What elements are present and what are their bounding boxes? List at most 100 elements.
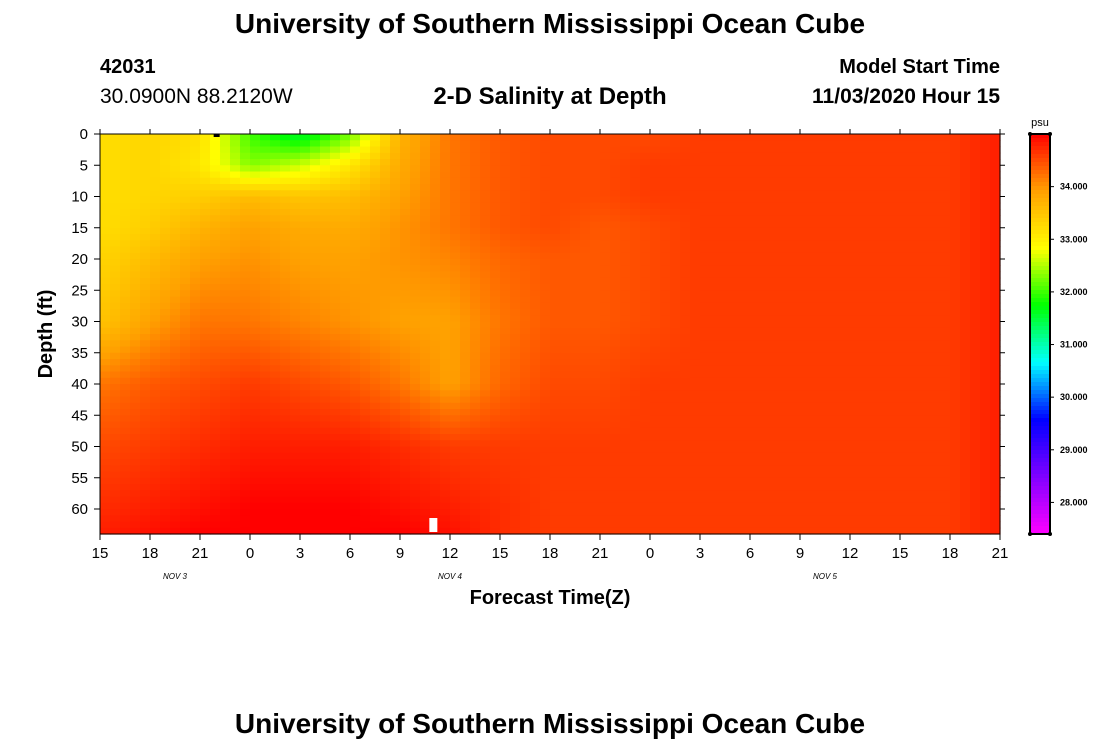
heatmap-cell — [770, 371, 781, 379]
heatmap-cell — [940, 459, 951, 466]
heatmap-cell — [790, 284, 801, 291]
heatmap-cell — [470, 421, 481, 429]
heatmap-cell — [560, 465, 571, 473]
heatmap-cell — [210, 371, 221, 379]
heatmap-cell — [910, 159, 921, 166]
heatmap-cell — [230, 165, 241, 173]
heatmap-cell — [810, 296, 821, 304]
heatmap-cell — [310, 296, 321, 304]
heatmap-cell — [610, 334, 621, 341]
heatmap-cell — [810, 377, 821, 385]
heatmap-cell — [260, 265, 271, 273]
heatmap-cell — [850, 396, 861, 404]
heatmap-cell — [130, 190, 141, 198]
heatmap-cell — [340, 302, 351, 310]
heatmap-cell — [430, 259, 441, 266]
heatmap-cell — [980, 190, 991, 198]
heatmap-cell — [700, 452, 711, 460]
heatmap-cell — [860, 134, 871, 141]
heatmap-cell — [200, 177, 211, 185]
heatmap-cell — [930, 471, 941, 479]
heatmap-cell — [600, 377, 611, 385]
heatmap-cell — [250, 315, 261, 323]
heatmap-cell — [280, 171, 291, 179]
heatmap-cell — [440, 427, 451, 435]
heatmap-cell — [110, 396, 121, 404]
heatmap-cell — [850, 159, 861, 166]
heatmap-cell — [170, 321, 181, 329]
heatmap-cell — [920, 327, 931, 335]
heatmap-cell — [110, 359, 121, 366]
heatmap-cell — [780, 446, 791, 454]
heatmap-cell — [100, 446, 111, 454]
heatmap-cell — [330, 440, 341, 448]
heatmap-cell — [980, 309, 991, 316]
heatmap-cell — [430, 146, 441, 154]
heatmap-cell — [690, 471, 701, 479]
heatmap-cell — [160, 477, 171, 485]
heatmap-cell — [780, 227, 791, 235]
heatmap-cell — [880, 440, 891, 448]
heatmap-cell — [840, 396, 851, 404]
heatmap-cell — [480, 290, 491, 298]
heatmap-cell — [710, 146, 721, 154]
heatmap-cell — [990, 359, 1001, 366]
heatmap-cell — [930, 202, 941, 210]
heatmap-cell — [890, 421, 901, 429]
heatmap-cell — [810, 421, 821, 429]
heatmap-cell — [510, 215, 521, 223]
heatmap-cell — [180, 184, 191, 191]
heatmap-cell — [380, 340, 391, 348]
heatmap-cell — [410, 465, 421, 473]
heatmap-cell — [320, 190, 331, 198]
heatmap-cell — [200, 465, 211, 473]
heatmap-cell — [600, 177, 611, 185]
heatmap-cell — [670, 234, 681, 241]
heatmap-cell — [700, 140, 711, 148]
heatmap-cell — [480, 409, 491, 416]
heatmap-cell — [650, 140, 661, 148]
heatmap-cell — [180, 202, 191, 210]
heatmap-cell — [480, 271, 491, 279]
heatmap-cell — [690, 134, 701, 141]
heatmap-cell — [280, 427, 291, 435]
heatmap-cell — [160, 371, 171, 379]
heatmap-cell — [110, 321, 121, 329]
heatmap-cell — [310, 434, 321, 441]
heatmap-cell — [340, 440, 351, 448]
heatmap-cell — [230, 302, 241, 310]
heatmap-cell — [880, 265, 891, 273]
heatmap-cell — [380, 427, 391, 435]
heatmap-cell — [520, 409, 531, 416]
heatmap-cell — [250, 396, 261, 404]
heatmap-cell — [440, 302, 451, 310]
heatmap-cell — [970, 409, 981, 416]
heatmap-cell — [620, 434, 631, 441]
heatmap-cell — [850, 346, 861, 354]
heatmap-cell — [370, 340, 381, 348]
heatmap-cell — [940, 315, 951, 323]
heatmap-cell — [430, 346, 441, 354]
heatmap-cell — [200, 140, 211, 148]
heatmap-cell — [340, 471, 351, 479]
heatmap-cell — [150, 477, 161, 485]
heatmap-cell — [630, 184, 641, 191]
heatmap-cell — [940, 259, 951, 266]
heatmap-cell — [820, 434, 831, 441]
heatmap-cell — [990, 271, 1001, 279]
heatmap-cell — [370, 434, 381, 441]
heatmap-cell — [410, 277, 421, 285]
heatmap-cell — [560, 446, 571, 454]
heatmap-cell — [650, 440, 661, 448]
heatmap-cell — [900, 177, 911, 185]
heatmap-cell — [250, 140, 261, 148]
heatmap-cell — [260, 409, 271, 416]
heatmap-cell — [400, 352, 411, 360]
heatmap-cell — [730, 452, 741, 460]
heatmap-cell — [590, 415, 601, 423]
heatmap-cell — [530, 459, 541, 466]
heatmap-cell — [300, 377, 311, 385]
heatmap-cell — [950, 196, 961, 204]
heatmap-cell — [440, 315, 451, 323]
heatmap-cell — [750, 246, 761, 254]
